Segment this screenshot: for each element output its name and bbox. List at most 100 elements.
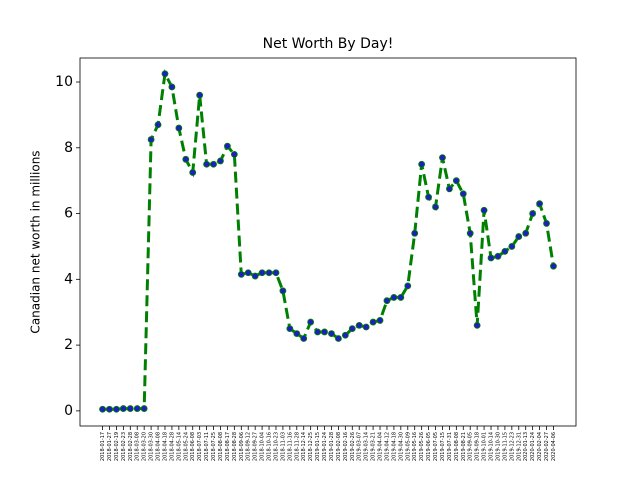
marker <box>175 124 183 132</box>
x-tick-label: 2019-09-05 <box>468 432 474 461</box>
marker <box>224 142 231 150</box>
chart-title: Net Worth By Day! <box>263 36 394 52</box>
marker <box>196 91 204 99</box>
marker <box>140 405 148 412</box>
marker <box>390 294 398 301</box>
x-tick-label: 2018-02-19 <box>114 432 120 461</box>
x-tick-label: 2019-07-05 <box>433 432 439 461</box>
marker <box>466 229 474 237</box>
marker <box>168 83 176 91</box>
marker <box>508 243 516 250</box>
marker <box>404 282 412 290</box>
marker <box>279 287 287 295</box>
x-tick-label: 2018-07-25 <box>211 432 217 461</box>
y-tick-label: 10 <box>55 74 73 90</box>
x-tick-label: 2018-12-25 <box>308 432 314 461</box>
marker <box>335 335 342 342</box>
x-tick-label: 2018-11-16 <box>287 432 293 461</box>
line <box>102 68 555 411</box>
marker <box>126 405 134 412</box>
marker <box>522 229 530 237</box>
y-tick-label: 6 <box>64 206 73 222</box>
x-tick-label: 2020-04-06 <box>551 432 557 461</box>
marker <box>348 325 356 333</box>
x-tick-label: 2018-12-14 <box>301 432 307 461</box>
x-tick-label: 2019-07-31 <box>447 432 453 461</box>
x-tick-label: 2019-04-12 <box>384 432 390 461</box>
marker <box>106 405 113 413</box>
x-tick-label: 2019-05-09 <box>405 432 411 461</box>
x-tick-label: 2018-10-23 <box>273 432 279 461</box>
marker <box>480 206 488 214</box>
x-tick-label: 2019-08-08 <box>454 432 460 461</box>
x-tick-label: 2018-07-03 <box>197 432 203 461</box>
marker <box>487 254 495 262</box>
marker <box>529 210 537 217</box>
x-tick-label: 2018-09-12 <box>246 432 252 461</box>
x-tick-label: 2018-11-28 <box>294 432 300 461</box>
marker <box>237 270 245 278</box>
marker <box>397 294 405 301</box>
marker <box>265 269 273 277</box>
x-tick-label: 2019-12-23 <box>509 432 515 461</box>
marker <box>321 328 328 336</box>
x-tick-label: 2019-10-30 <box>495 432 501 461</box>
marker <box>515 233 523 240</box>
x-tick-label: 2019-03-14 <box>364 432 370 461</box>
x-tick-label: 2019-03-21 <box>371 432 377 461</box>
x-tick-label: 2019-02-16 <box>343 432 349 461</box>
marker <box>411 229 419 237</box>
marker <box>445 185 453 193</box>
marker <box>328 330 335 337</box>
y-tick-label: 8 <box>64 140 73 156</box>
marker <box>161 70 169 78</box>
marker <box>244 269 252 277</box>
x-tick-label: 2019-07-15 <box>440 432 446 461</box>
x-tick-label: 2019-05-16 <box>412 432 418 461</box>
y-axis-label: Canadian net worth in millions <box>29 150 43 333</box>
marker <box>459 190 467 198</box>
x-tick-label: 2020-01-24 <box>530 432 536 461</box>
marker <box>550 262 557 270</box>
marker <box>286 325 294 333</box>
y-tick-label: 0 <box>64 403 73 419</box>
x-tick-label: 2018-04-18 <box>162 432 168 461</box>
marker <box>189 169 197 176</box>
x-tick-label: 2019-01-15 <box>315 432 321 461</box>
marker <box>217 157 224 165</box>
marker <box>383 297 391 305</box>
x-tick-label: 2018-08-08 <box>218 432 224 461</box>
marker <box>369 318 377 326</box>
marker <box>272 269 280 277</box>
y-tick-label: 4 <box>64 271 73 287</box>
x-tick-label: 2018-04-28 <box>169 432 175 461</box>
x-tick-label: 2018-09-06 <box>239 432 245 461</box>
x-tick-label: 2018-11-03 <box>280 432 286 461</box>
x-tick-label: 2019-08-21 <box>461 432 467 461</box>
x-tick-label: 2019-09-18 <box>475 432 481 461</box>
marker <box>494 252 502 260</box>
marker <box>536 200 543 208</box>
x-tick-label: 2019-11-15 <box>502 432 508 461</box>
marker <box>99 405 106 413</box>
x-tick-label: 2019-12-31 <box>516 432 522 461</box>
marker <box>452 177 460 185</box>
marker <box>154 121 162 129</box>
x-tick-label: 2020-02-04 <box>537 432 543 461</box>
x-tick-label: 2018-03-30 <box>149 432 155 461</box>
x-tick-label: 2019-10-14 <box>489 432 495 461</box>
marker <box>210 160 217 168</box>
x-tick-label: 2019-01-28 <box>329 432 335 461</box>
x-tick-label: 2018-08-28 <box>232 432 238 461</box>
marker <box>258 269 266 277</box>
x-tick-label: 2019-10-01 <box>482 432 488 461</box>
marker <box>119 405 127 412</box>
marker <box>113 405 120 413</box>
marker <box>473 321 481 329</box>
marker <box>543 220 550 227</box>
x-tick-label: 2019-04-30 <box>398 432 404 461</box>
x-tick-label: 2019-05-26 <box>419 432 425 461</box>
marker <box>432 203 439 211</box>
marker <box>251 272 259 280</box>
